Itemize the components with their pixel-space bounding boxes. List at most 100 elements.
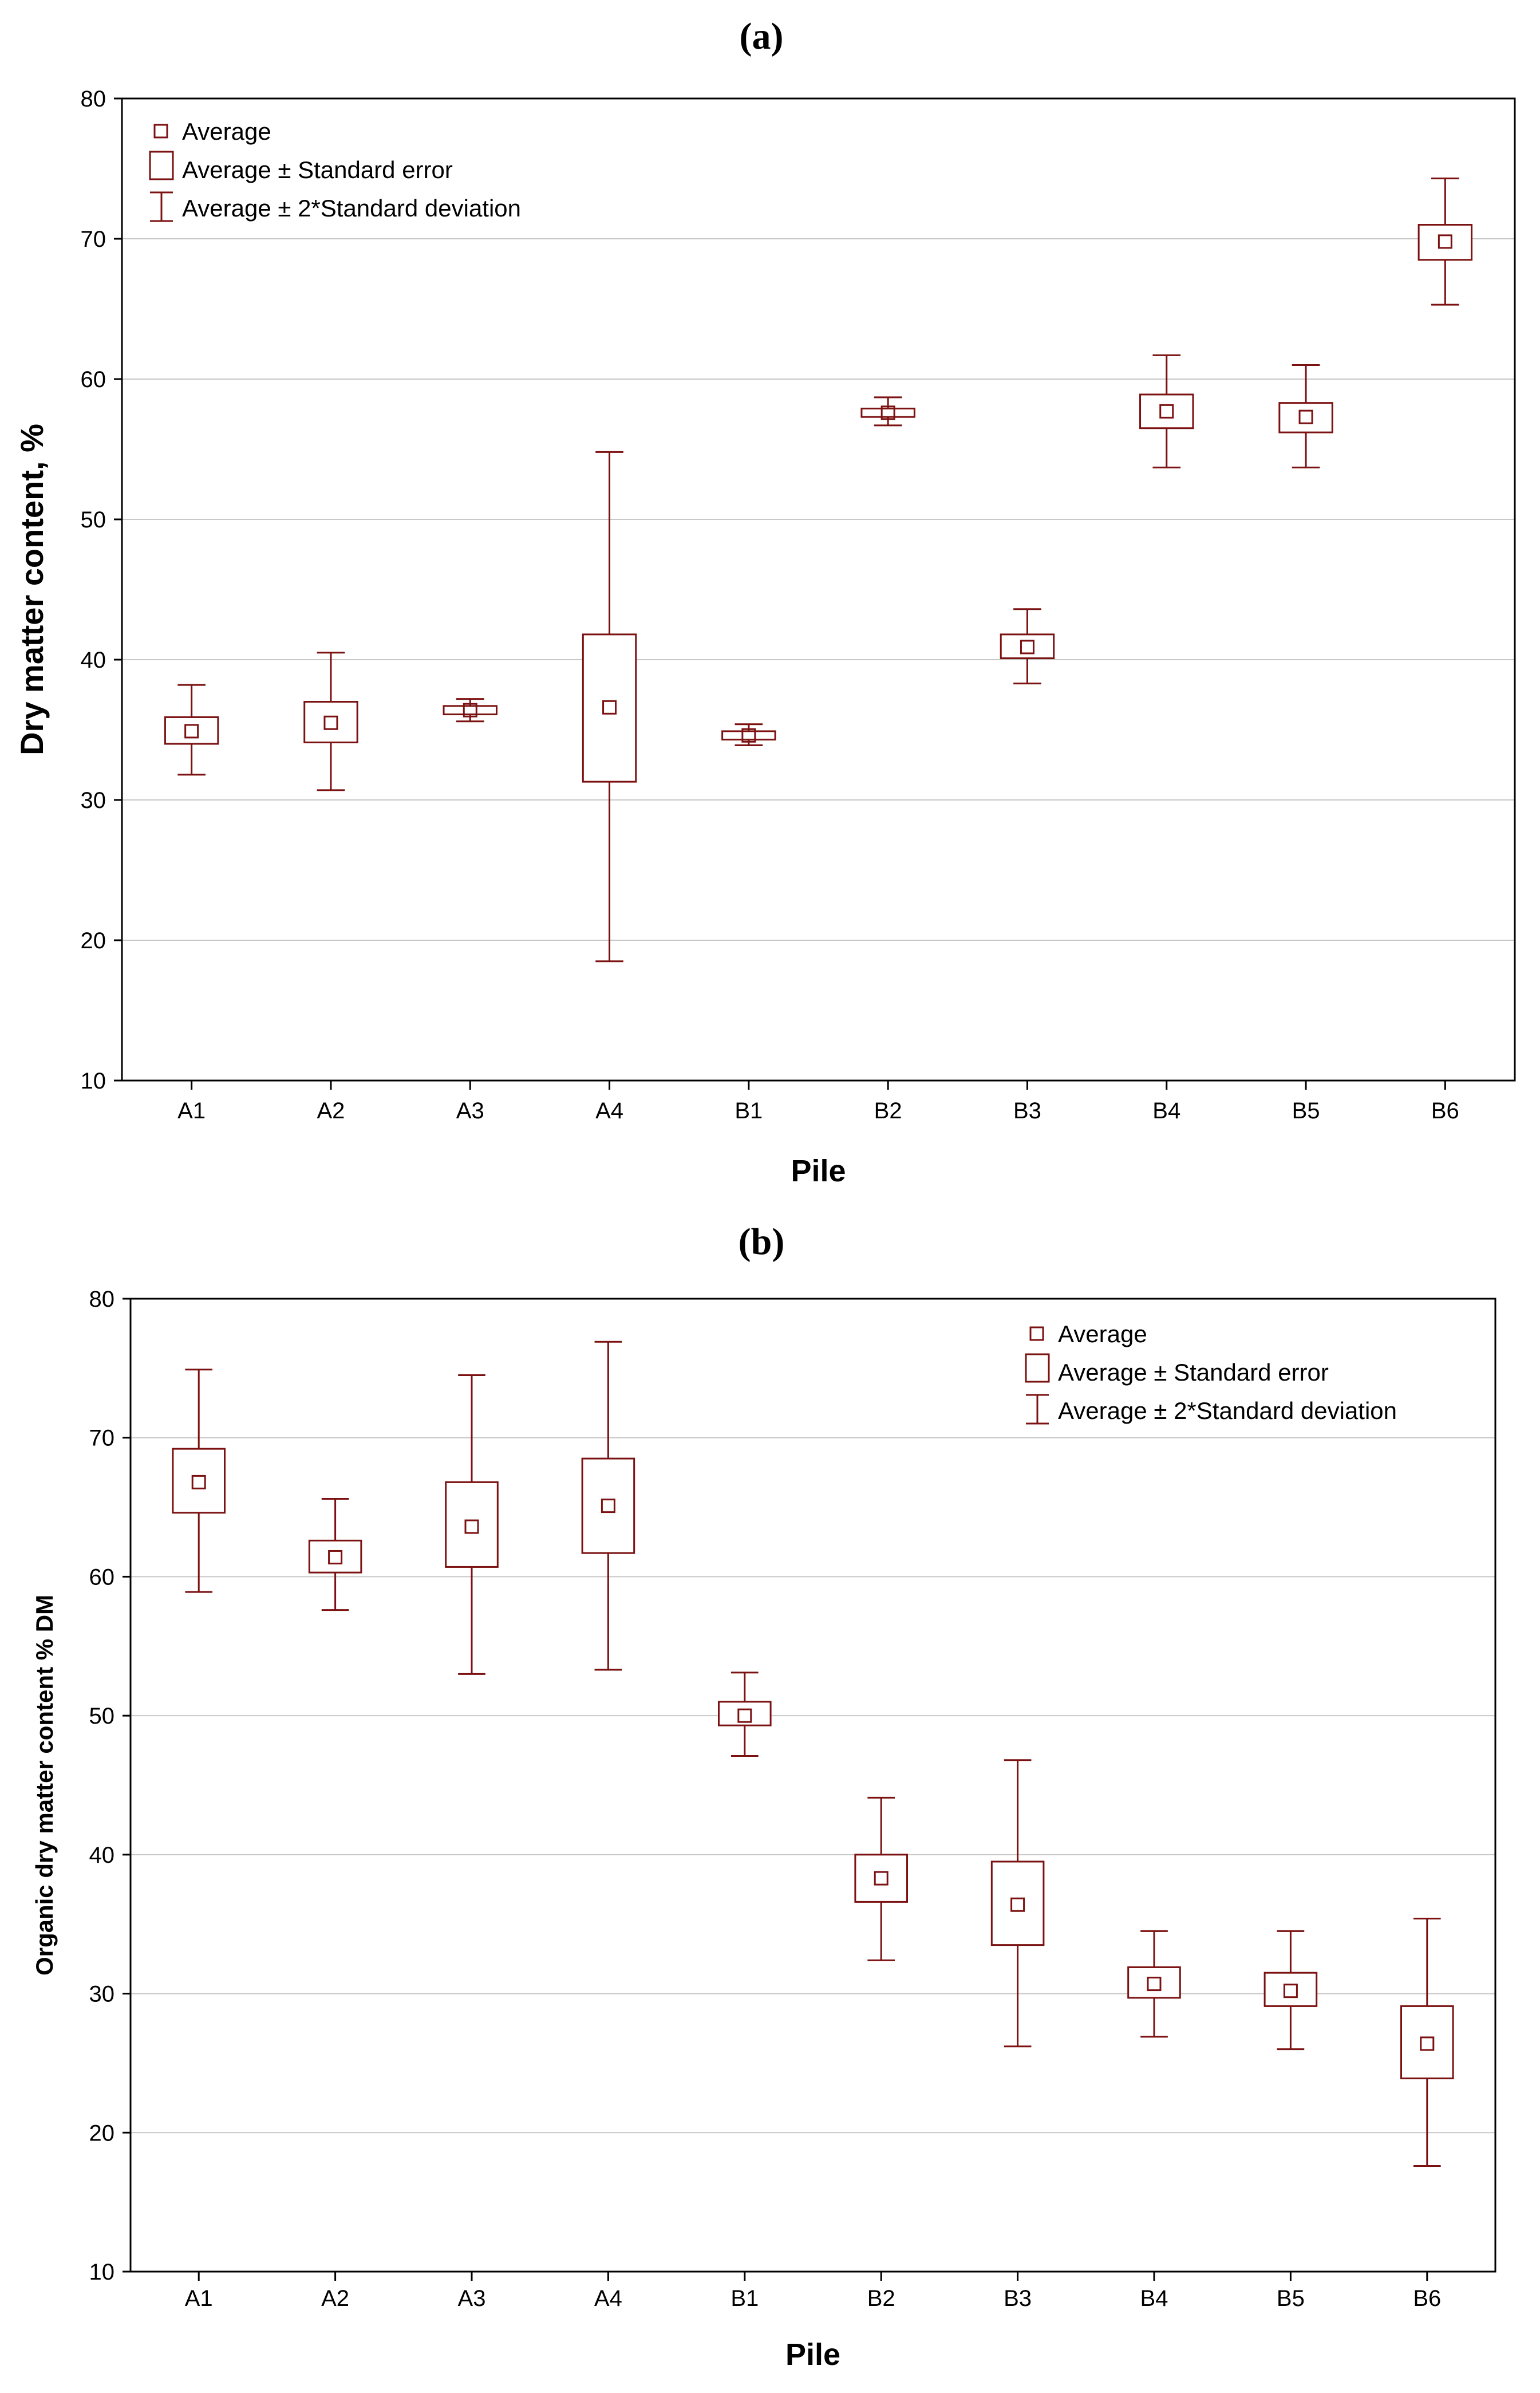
legend-a-label-2: Average ± 2*Standard deviation [182,195,521,222]
se-box-a-B4 [1139,393,1194,429]
legend-a-label-1: Average ± Standard error [182,156,453,183]
legend-b-average-icon [1029,1326,1044,1341]
se-box-a-A3 [443,705,497,716]
mean-marker-b-B3 [1010,1897,1025,1912]
mean-marker-b-B5 [1283,1984,1298,1998]
box-a-A4 [582,451,637,963]
se-box-a-A4 [582,633,637,783]
mean-marker-b-B1 [737,1708,752,1723]
box-b-A3 [445,1374,499,1675]
box-a-A1 [164,684,219,776]
y-tick-label-a-60: 60 [81,367,106,392]
legend-a: Average Average ± Standard error Average ±… [149,118,521,222]
box-b-A1 [172,1369,226,1593]
mean-marker-a-A1 [184,724,199,739]
mean-marker-b-A1 [191,1475,206,1489]
x-tick-label-a-B6: B6 [1431,1098,1459,1123]
x-tick-label-a-B3: B3 [1013,1098,1041,1123]
x-tick-label-b-A3: A3 [458,2286,486,2311]
box-a-B1 [721,723,776,746]
x-tick-label-b-B4: B4 [1140,2286,1168,2311]
se-box-a-A2 [303,701,358,744]
se-box-b-B3 [990,1860,1045,1946]
legend-a-se-icon [149,151,174,180]
panel-a-label: (a) [740,15,784,57]
y-tick-label-b-10: 10 [89,2260,115,2285]
mean-marker-a-B6 [1438,234,1452,249]
box-b-B6 [1400,1918,1454,2167]
box-a-A3 [443,698,497,723]
legend-b-se-icon [1025,1353,1050,1383]
legend-b: Average Average ± Standard error Average ±… [1025,1320,1397,1425]
x-tick-label-b-A1: A1 [185,2286,213,2311]
x-tick-label-b-A2: A2 [321,2286,349,2311]
panel-b-label: (b) [739,1221,785,1263]
mean-marker-b-B4 [1147,1977,1162,1992]
se-box-b-A4 [581,1457,635,1554]
y-tick-label-a-20: 20 [81,928,106,953]
box-a-B4 [1139,354,1194,468]
legend-b-label-0: Average [1058,1320,1147,1347]
y-tick-label-b-50: 50 [89,1704,115,1729]
mean-marker-b-A3 [464,1519,479,1534]
box-b-A4 [581,1341,635,1671]
plot-frame-b [129,1298,1496,2273]
box-b-B1 [718,1671,772,1757]
x-axis-title-a: Pile [791,1154,846,1188]
mean-marker-a-A4 [602,700,617,715]
se-box-a-A1 [164,716,219,745]
chart-panel-b: (b) 10 20 30 40 50 60 70 80 A1 A2 A3 A4 B1 B2 B3 B4 B5 B6… [31,1221,1496,2372]
mean-marker-a-B2 [880,405,895,420]
chart-panel-a: (a) 10 20 30 40 50 60 70 80 A1 A2 A3 A4 B1 B2 B3 B4 B5 B6… [14,15,1516,1188]
mean-marker-a-A3 [463,703,477,717]
se-box-b-B6 [1400,2005,1454,2080]
se-box-b-A1 [172,1448,226,1514]
y-tick-label-a-10: 10 [81,1069,106,1094]
box-a-B2 [860,396,915,427]
plot-frame-a [121,97,1516,1082]
x-tick-label-a-B5: B5 [1292,1098,1320,1123]
y-tick-label-b-20: 20 [89,2120,115,2146]
x-tick-label-b-B3: B3 [1004,2286,1032,2311]
mean-marker-b-B2 [874,1871,889,1886]
mean-marker-b-B6 [1420,2036,1435,2051]
box-a-A2 [303,652,358,791]
x-tick-label-b-A4: A4 [594,2286,622,2311]
mean-marker-a-A2 [323,715,338,730]
x-tick-label-b-B2: B2 [867,2286,895,2311]
legend-b-label-2: Average ± 2*Standard deviation [1058,1397,1397,1424]
box-b-A2 [308,1498,362,1611]
box-b-B5 [1263,1930,1318,2051]
x-tick-label-a-B1: B1 [735,1098,763,1123]
x-tick-label-a-A1: A1 [177,1098,206,1123]
x-tick-label-a-A2: A2 [317,1098,345,1123]
legend-a-average-icon [153,124,168,139]
box-b-B4 [1127,1930,1181,2038]
box-b-B2 [854,1796,908,1961]
y-tick-label-b-80: 80 [89,1287,115,1312]
y-tick-label-a-30: 30 [81,788,106,813]
se-box-a-B3 [1000,633,1055,660]
y-tick-label-b-40: 40 [89,1843,115,1868]
y-axis-title-a: Dry matter content, % [14,424,50,755]
x-tick-label-a-B2: B2 [874,1098,902,1123]
legend-a-label-0: Average [182,118,271,145]
mean-marker-a-B4 [1159,404,1174,419]
x-tick-label-b-B1: B1 [730,2286,759,2311]
se-box-a-B1 [721,730,776,741]
mean-marker-b-A2 [328,1550,343,1564]
y-tick-label-a-40: 40 [81,648,106,673]
se-box-a-B5 [1278,402,1333,433]
x-tick-label-a-B4: B4 [1152,1098,1180,1123]
x-tick-label-b-B6: B6 [1413,2286,1441,2311]
se-box-b-A3 [445,1481,499,1568]
y-axis-title-b: Organic dry matter content % DM [31,1595,58,1976]
mean-marker-a-B3 [1020,640,1034,655]
se-box-b-B5 [1263,1972,1318,2007]
se-box-b-B4 [1127,1966,1181,1999]
se-box-a-B2 [860,407,915,418]
mean-marker-b-A4 [601,1499,615,1513]
y-tick-label-b-70: 70 [89,1426,115,1451]
x-axis-title-b: Pile [785,2337,840,2372]
